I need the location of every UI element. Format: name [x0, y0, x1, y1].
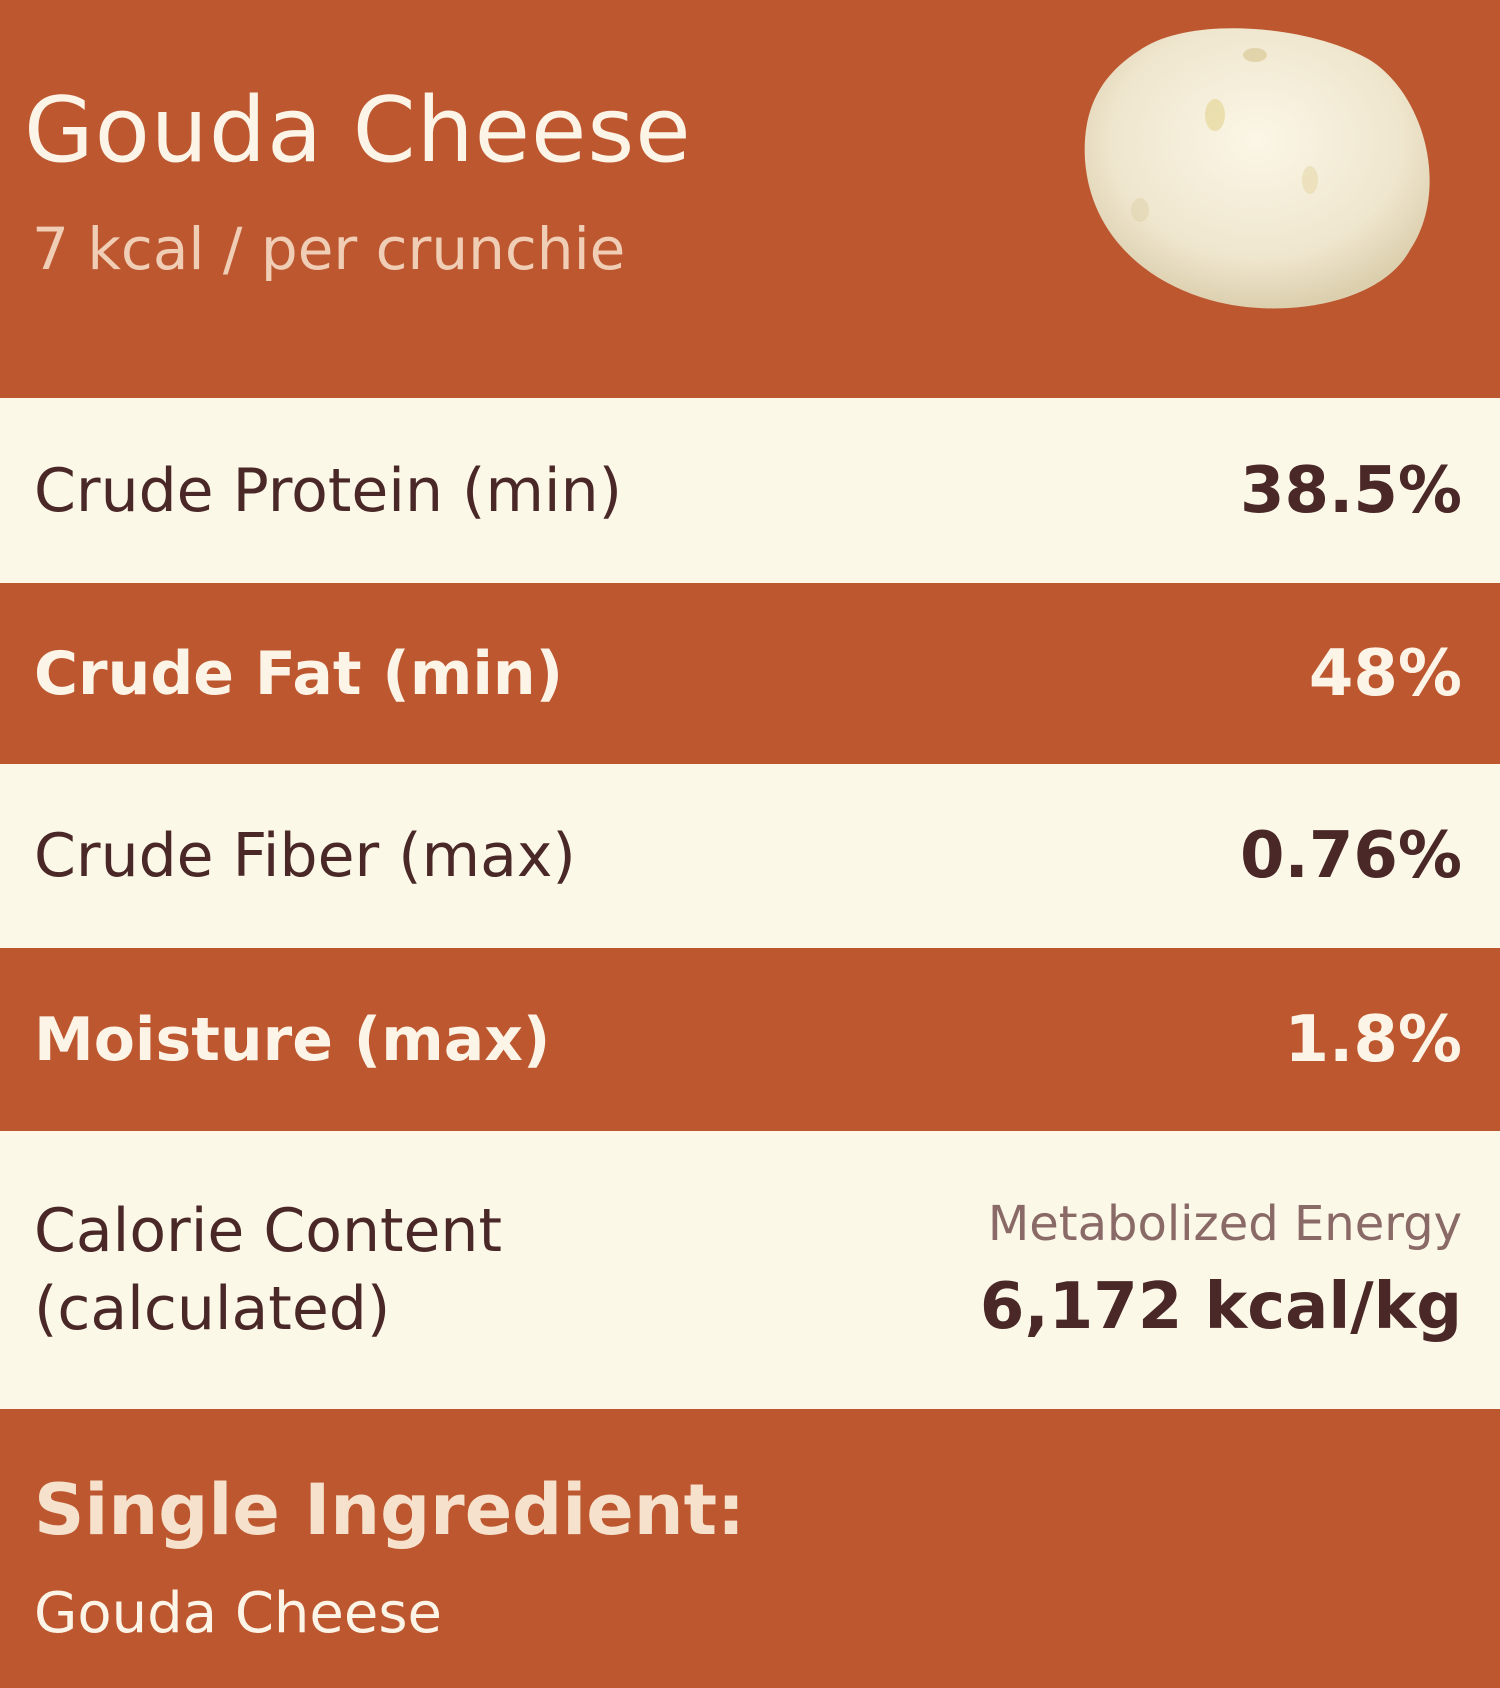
calorie-subtitle: Metabolized Energy [987, 1196, 1462, 1252]
ingredient-text: Gouda Cheese [34, 1581, 442, 1646]
nutrient-value: 48% [1308, 636, 1462, 711]
nutrient-row-protein: Crude Protein (min) 38.5% [0, 398, 1500, 583]
ingredient-section: Single Ingredient: Gouda Cheese [0, 1409, 1500, 1688]
cheese-crunchie-image [1084, 28, 1430, 309]
nutrient-label: Crude Protein (min) [34, 455, 623, 526]
calorie-label: Calorie Content (calculated) [34, 1196, 502, 1344]
nutrient-value: 0.76% [1239, 819, 1462, 893]
nutrient-value: 1.8% [1284, 1002, 1463, 1077]
calorie-value-block: Metabolized Energy 6,172 kcal/kg [980, 1196, 1462, 1344]
calorie-label-line1: Calorie Content [34, 1196, 502, 1266]
nutrient-row-fiber: Crude Fiber (max) 0.76% [0, 764, 1500, 948]
nutrient-row-moisture: Moisture (max) 1.8% [0, 948, 1500, 1131]
nutrient-label: Moisture (max) [34, 1004, 551, 1075]
nutrient-label: Crude Fiber (max) [34, 821, 576, 891]
nutrient-row-fat: Crude Fat (min) 48% [0, 583, 1500, 764]
product-title: Gouda Cheese [24, 78, 692, 183]
product-header: Gouda Cheese 7 kcal / per crunchie [0, 0, 1500, 398]
calories-per-piece: 7 kcal / per crunchie [32, 215, 626, 283]
nutrient-value: 38.5% [1239, 453, 1462, 528]
ingredient-heading: Single Ingredient: [34, 1469, 746, 1551]
nutrient-label: Crude Fat (min) [34, 638, 564, 709]
calorie-value: 6,172 kcal/kg [979, 1270, 1462, 1344]
calorie-row: Calorie Content (calculated) Metabolized… [0, 1131, 1500, 1409]
calorie-label-line2: (calculated) [34, 1274, 391, 1344]
